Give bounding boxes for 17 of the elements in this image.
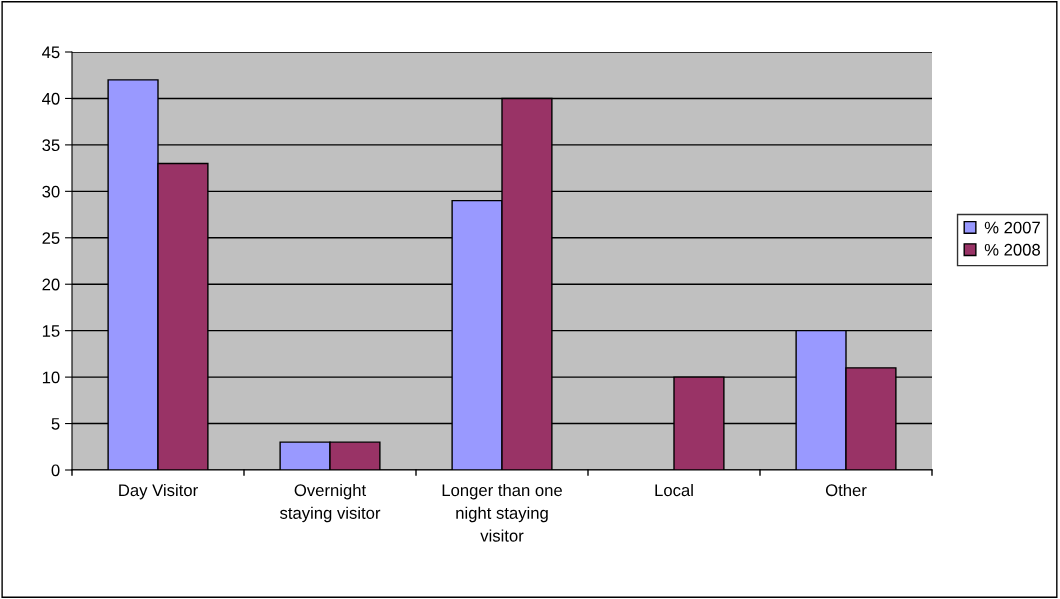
- y-tick-label: 30: [42, 185, 60, 198]
- x-tick-label: Other: [825, 483, 867, 497]
- y-tick-label: 25: [42, 232, 60, 244]
- y-tick-label: 0: [51, 464, 60, 477]
- y-tick-label: 15: [42, 325, 60, 337]
- y-tick-label: 35: [42, 139, 60, 152]
- legend-label: % 2008: [984, 243, 1040, 256]
- y-tick-label: 10: [42, 371, 60, 384]
- y-tick-label: 5: [51, 418, 60, 430]
- y-tick-label: 40: [42, 92, 60, 105]
- y-tick-label: 20: [42, 278, 60, 291]
- x-tick-label: Day Visitor: [119, 483, 198, 500]
- legend-label: % 2007: [984, 221, 1040, 234]
- y-tick-label: 45: [42, 46, 60, 59]
- x-tick-label: Longer than one night staying visitor: [442, 483, 562, 542]
- x-tick-label: Overnight staying visitor: [279, 483, 381, 523]
- x-tick-label: Local: [655, 483, 693, 497]
